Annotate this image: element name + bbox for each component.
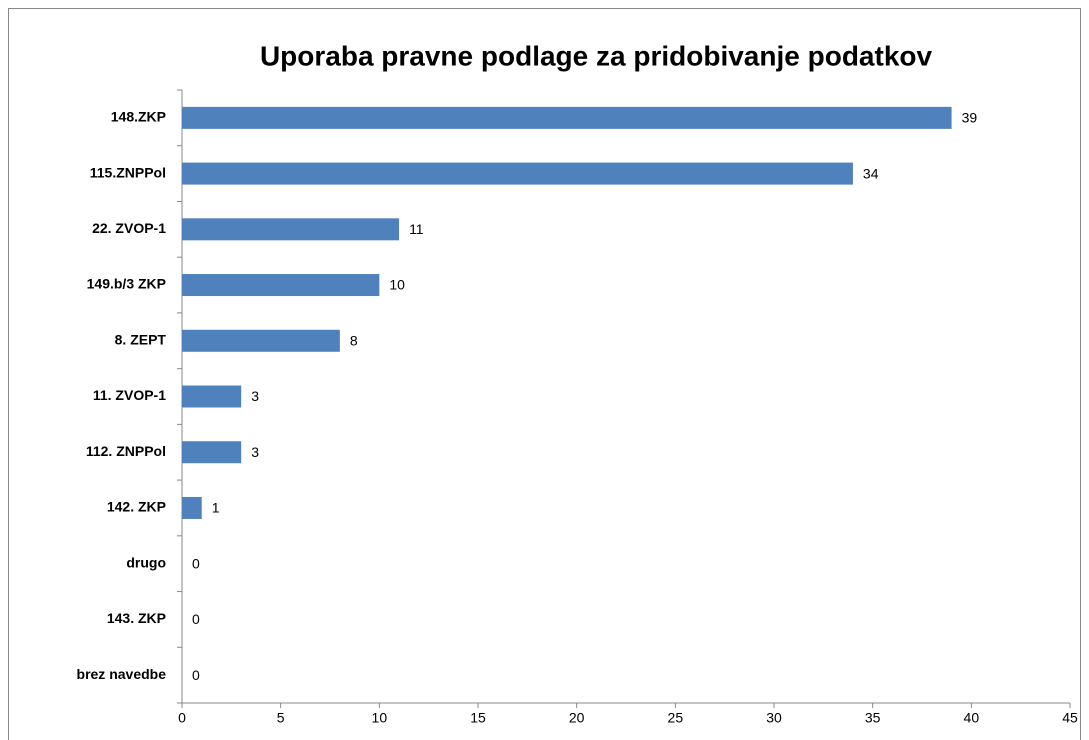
data-label: 11	[409, 221, 424, 237]
x-tick-label: 10	[372, 710, 388, 726]
y-tick-label: 142. ZKP	[107, 499, 166, 515]
y-tick-label: brez navedbe	[77, 666, 167, 682]
x-tick-label: 15	[470, 710, 486, 726]
x-tick-label: 0	[178, 710, 186, 726]
x-tick-label: 40	[964, 710, 980, 726]
data-label: 3	[251, 444, 259, 460]
y-tick-label: 148.ZKP	[111, 109, 166, 125]
y-tick-label: 112. ZNPPol	[86, 443, 166, 459]
y-tick-label: 143. ZKP	[107, 610, 166, 626]
y-tick-label: 149.b/3 ZKP	[87, 276, 166, 292]
bar	[182, 162, 853, 185]
data-label: 8	[350, 332, 358, 348]
x-tick-label: 45	[1062, 710, 1078, 726]
x-tick-label: 20	[569, 710, 585, 726]
data-label: 10	[389, 277, 405, 293]
chart-frame	[8, 8, 1081, 740]
bar	[182, 274, 380, 297]
data-label: 39	[962, 110, 978, 126]
bar	[182, 441, 242, 464]
data-label: 0	[192, 667, 200, 683]
x-tick-label: 35	[865, 710, 881, 726]
data-label: 3	[251, 388, 259, 404]
y-tick-label: drugo	[126, 554, 166, 570]
bar	[182, 106, 952, 129]
y-tick-label: 11. ZVOP-1	[93, 387, 166, 403]
chart-title: Uporaba pravne podlage za pridobivanje p…	[260, 40, 933, 71]
x-tick-label: 30	[766, 710, 782, 726]
data-label: 1	[212, 500, 220, 516]
bar	[182, 496, 202, 519]
bar	[182, 329, 340, 352]
x-tick-label: 25	[668, 710, 684, 726]
bar	[182, 218, 400, 241]
data-label: 0	[192, 611, 200, 627]
y-tick-label: 8. ZEPT	[115, 331, 167, 347]
data-label: 0	[192, 555, 200, 571]
y-tick-label: 22. ZVOP-1	[92, 220, 166, 236]
y-tick-label: 115.ZNPPol	[90, 164, 166, 180]
data-label: 34	[863, 165, 879, 181]
bar	[182, 385, 242, 408]
x-tick-label: 5	[277, 710, 285, 726]
